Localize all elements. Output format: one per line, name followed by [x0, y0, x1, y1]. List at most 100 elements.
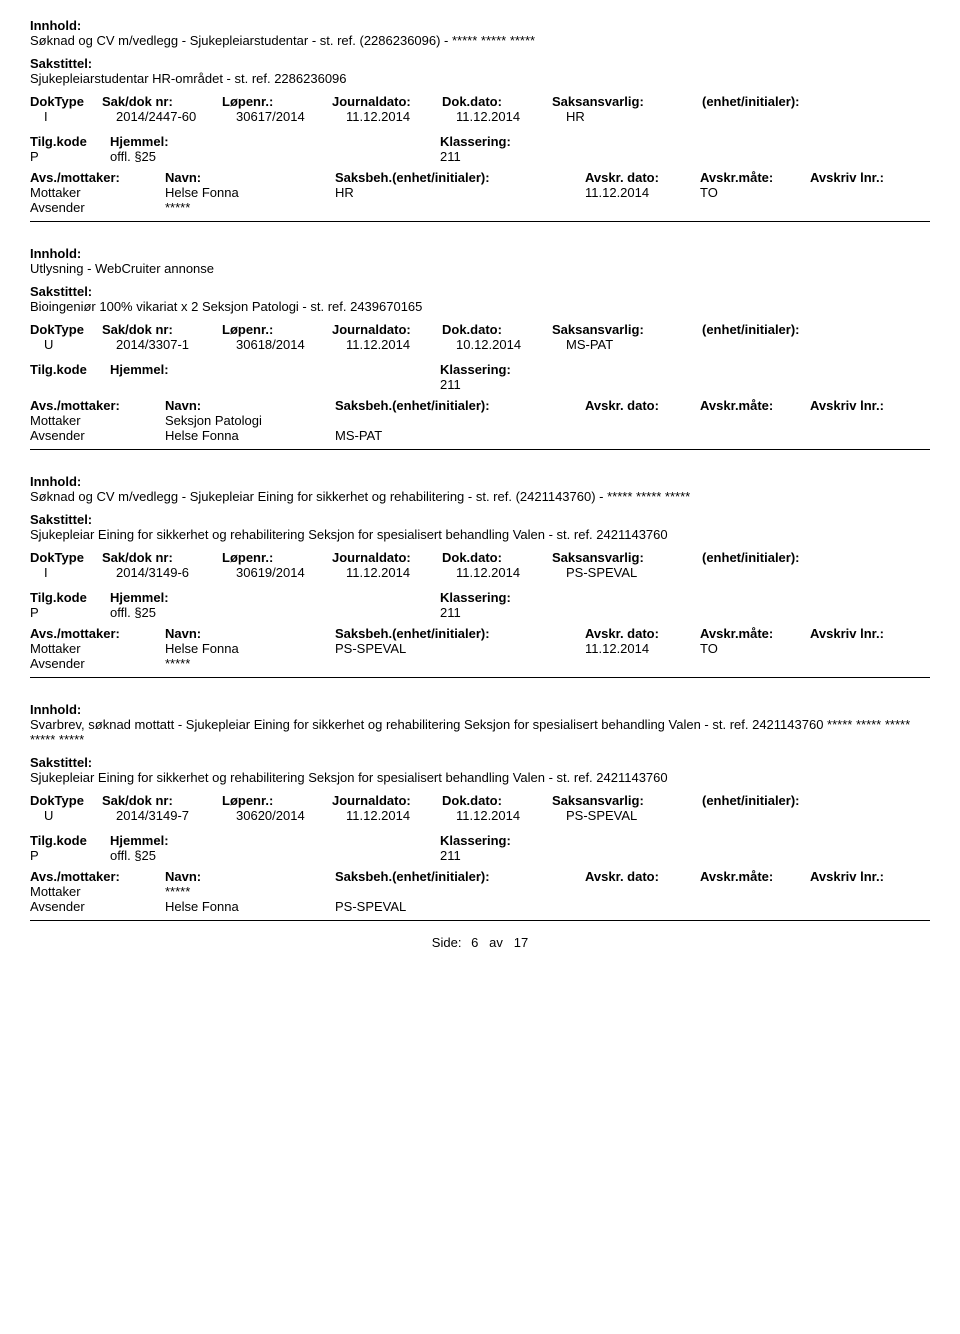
meta-value-row: U 2014/3307-1 30618/2014 11.12.2014 10.1…: [30, 337, 930, 352]
val-sakdok: 2014/2447-60: [116, 109, 236, 124]
hdr-journaldato: Journaldato:: [332, 793, 442, 808]
party-role: Avsender: [30, 428, 165, 443]
hdr-avskrlnr: Avskriv lnr.:: [810, 170, 920, 185]
party-avskr-mate: [700, 884, 810, 899]
hdr-saksansvarlig: Saksansvarlig:: [552, 793, 702, 808]
hdr-hjemmel: Hjemmel:: [110, 134, 440, 149]
val-doktype: U: [30, 337, 116, 352]
hdr-doktype: DokType: [30, 94, 102, 109]
sakstittel-label: Sakstittel:: [30, 56, 930, 71]
record-separator: [30, 449, 930, 450]
tilg-value-row: P offl. §25 211: [30, 605, 930, 620]
hdr-tilgkode: Tilg.kode: [30, 362, 110, 377]
val-enhet: [716, 109, 876, 124]
party-avskr-mate: TO: [700, 641, 810, 656]
val-enhet: [716, 565, 876, 580]
hdr-dokdato: Dok.dato:: [442, 322, 552, 337]
party-avskr-dato: [585, 413, 700, 428]
hdr-doktype: DokType: [30, 322, 102, 337]
hdr-doktype: DokType: [30, 793, 102, 808]
journal-record: Innhold: Søknad og CV m/vedlegg - Sjukep…: [30, 474, 930, 678]
val-sakdok: 2014/3307-1: [116, 337, 236, 352]
meta-header-row: DokType Sak/dok nr: Løpenr.: Journaldato…: [30, 322, 930, 337]
party-row: Avsender *****: [30, 200, 930, 215]
hdr-hjemmel: Hjemmel:: [110, 362, 440, 377]
tilg-header-row: Tilg.kode Hjemmel: Klassering:: [30, 362, 930, 377]
sakstittel-text: Sjukepleiarstudentar HR-området - st. re…: [30, 71, 930, 86]
val-journaldato: 11.12.2014: [346, 109, 456, 124]
party-avskr-dato: [585, 200, 700, 215]
hdr-avskrmate: Avskr.måte:: [700, 869, 810, 884]
hdr-avskrlnr: Avskriv lnr.:: [810, 398, 920, 413]
hdr-saksansvarlig: Saksansvarlig:: [552, 550, 702, 565]
hdr-lopenr: Løpenr.:: [222, 322, 332, 337]
val-doktype: I: [30, 565, 116, 580]
hdr-saksansvarlig: Saksansvarlig:: [552, 94, 702, 109]
party-row: Avsender Helse Fonna MS-PAT: [30, 428, 930, 443]
party-name: *****: [165, 656, 335, 671]
party-saksbeh: PS-SPEVAL: [335, 641, 585, 656]
val-klassering: 211: [440, 377, 740, 392]
party-role: Mottaker: [30, 185, 165, 200]
val-tilgkode: P: [30, 848, 110, 863]
hdr-journaldato: Journaldato:: [332, 322, 442, 337]
hdr-avskrmate: Avskr.måte:: [700, 398, 810, 413]
sakstittel-text: Bioingeniør 100% vikariat x 2 Seksjon Pa…: [30, 299, 930, 314]
party-avskr-dato: [585, 428, 700, 443]
val-enhet: [716, 337, 876, 352]
hdr-journaldato: Journaldato:: [332, 550, 442, 565]
party-saksbeh: [335, 413, 585, 428]
innhold-label: Innhold:: [30, 702, 930, 717]
hdr-lopenr: Løpenr.:: [222, 550, 332, 565]
val-lopenr: 30620/2014: [236, 808, 346, 823]
party-row: Mottaker *****: [30, 884, 930, 899]
party-role: Avsender: [30, 200, 165, 215]
party-name: Helse Fonna: [165, 641, 335, 656]
party-role: Mottaker: [30, 413, 165, 428]
val-lopenr: 30618/2014: [236, 337, 346, 352]
footer-sep: av: [489, 935, 503, 950]
party-avskr-mate: [700, 656, 810, 671]
sakstittel-text: Sjukepleiar Eining for sikkerhet og reha…: [30, 527, 930, 542]
page-footer: Side: 6 av 17: [30, 935, 930, 950]
val-saksansvarlig: HR: [566, 109, 716, 124]
val-dokdato: 11.12.2014: [456, 565, 566, 580]
hdr-saksbeh: Saksbeh.(enhet/initialer):: [335, 170, 585, 185]
hdr-saksbeh: Saksbeh.(enhet/initialer):: [335, 626, 585, 641]
val-dokdato: 11.12.2014: [456, 808, 566, 823]
hdr-saksbeh: Saksbeh.(enhet/initialer):: [335, 398, 585, 413]
hdr-enhet: (enhet/initialer):: [702, 550, 862, 565]
val-doktype: I: [30, 109, 116, 124]
sakstittel-label: Sakstittel:: [30, 755, 930, 770]
party-header-row: Avs./mottaker: Navn: Saksbeh.(enhet/init…: [30, 170, 930, 185]
tilg-value-row: 211: [30, 377, 930, 392]
hdr-navn: Navn:: [165, 869, 335, 884]
journal-record: Innhold: Søknad og CV m/vedlegg - Sjukep…: [30, 18, 930, 222]
val-journaldato: 11.12.2014: [346, 565, 456, 580]
val-enhet: [716, 808, 876, 823]
innhold-label: Innhold:: [30, 474, 930, 489]
hdr-sakdok: Sak/dok nr:: [102, 550, 222, 565]
party-name: Seksjon Patologi: [165, 413, 335, 428]
party-row: Avsender *****: [30, 656, 930, 671]
party-header-row: Avs./mottaker: Navn: Saksbeh.(enhet/init…: [30, 869, 930, 884]
hdr-lopenr: Løpenr.:: [222, 94, 332, 109]
innhold-text: Søknad og CV m/vedlegg - Sjukepleiarstud…: [30, 33, 930, 48]
meta-header-row: DokType Sak/dok nr: Løpenr.: Journaldato…: [30, 550, 930, 565]
val-hjemmel: offl. §25: [110, 149, 440, 164]
hdr-saksbeh: Saksbeh.(enhet/initialer):: [335, 869, 585, 884]
party-avskr-dato: 11.12.2014: [585, 185, 700, 200]
journal-record: Innhold: Utlysning - WebCruiter annonse …: [30, 246, 930, 450]
val-lopenr: 30617/2014: [236, 109, 346, 124]
val-hjemmel: offl. §25: [110, 848, 440, 863]
party-avskr-lnr: [810, 200, 920, 215]
party-saksbeh: [335, 200, 585, 215]
party-row: Mottaker Seksjon Patologi: [30, 413, 930, 428]
val-sakdok: 2014/3149-7: [116, 808, 236, 823]
hdr-enhet: (enhet/initialer):: [702, 793, 862, 808]
val-dokdato: 10.12.2014: [456, 337, 566, 352]
val-klassering: 211: [440, 149, 740, 164]
party-avskr-mate: [700, 200, 810, 215]
val-journaldato: 11.12.2014: [346, 808, 456, 823]
party-avskr-lnr: [810, 641, 920, 656]
